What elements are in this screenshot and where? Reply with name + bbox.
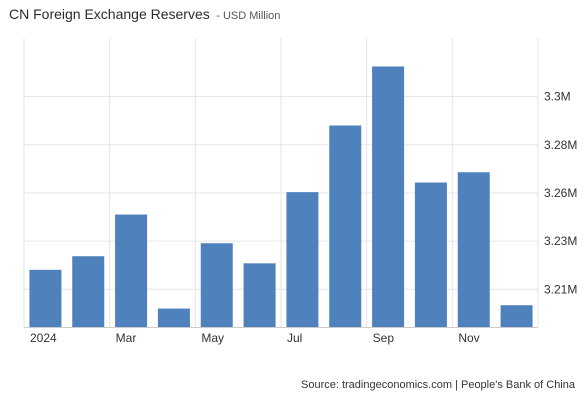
bar-2024-06 xyxy=(243,263,276,327)
bar-2024-04 xyxy=(157,308,190,327)
bar-2024-07 xyxy=(286,192,319,327)
chart-subtitle: - USD Million xyxy=(216,10,281,22)
x-tick-label: 2024 xyxy=(30,331,57,345)
x-tick-label: May xyxy=(201,331,224,345)
bar-2024-02 xyxy=(72,256,105,327)
bar-2024-09 xyxy=(372,66,405,327)
bar-2024-03 xyxy=(115,214,148,327)
y-tick-label: 3.21M xyxy=(544,282,577,296)
y-tick-label: 3.26M xyxy=(544,186,577,200)
bar-2024-08 xyxy=(329,125,362,327)
x-tick-label: Jul xyxy=(287,331,302,345)
bar-2024-10 xyxy=(414,182,447,327)
y-tick-label: 3.23M xyxy=(544,234,577,248)
chart-title-row: CN Foreign Exchange Reserves - USD Milli… xyxy=(9,6,280,24)
x-tick-label: Sep xyxy=(373,331,395,345)
x-tick-label: Nov xyxy=(458,331,479,345)
y-tick-label: 3.3M xyxy=(544,90,571,104)
bar-2024-01 xyxy=(29,269,62,327)
bar-2024-11 xyxy=(457,172,490,327)
y-tick-label: 3.28M xyxy=(544,138,577,152)
chart-title: CN Foreign Exchange Reserves xyxy=(9,6,210,22)
bar-2024-12 xyxy=(500,305,533,327)
bar-2024-05 xyxy=(200,243,233,327)
x-tick-label: Mar xyxy=(116,331,137,345)
source-note: Source: tradingeconomics.com | People's … xyxy=(301,379,575,391)
